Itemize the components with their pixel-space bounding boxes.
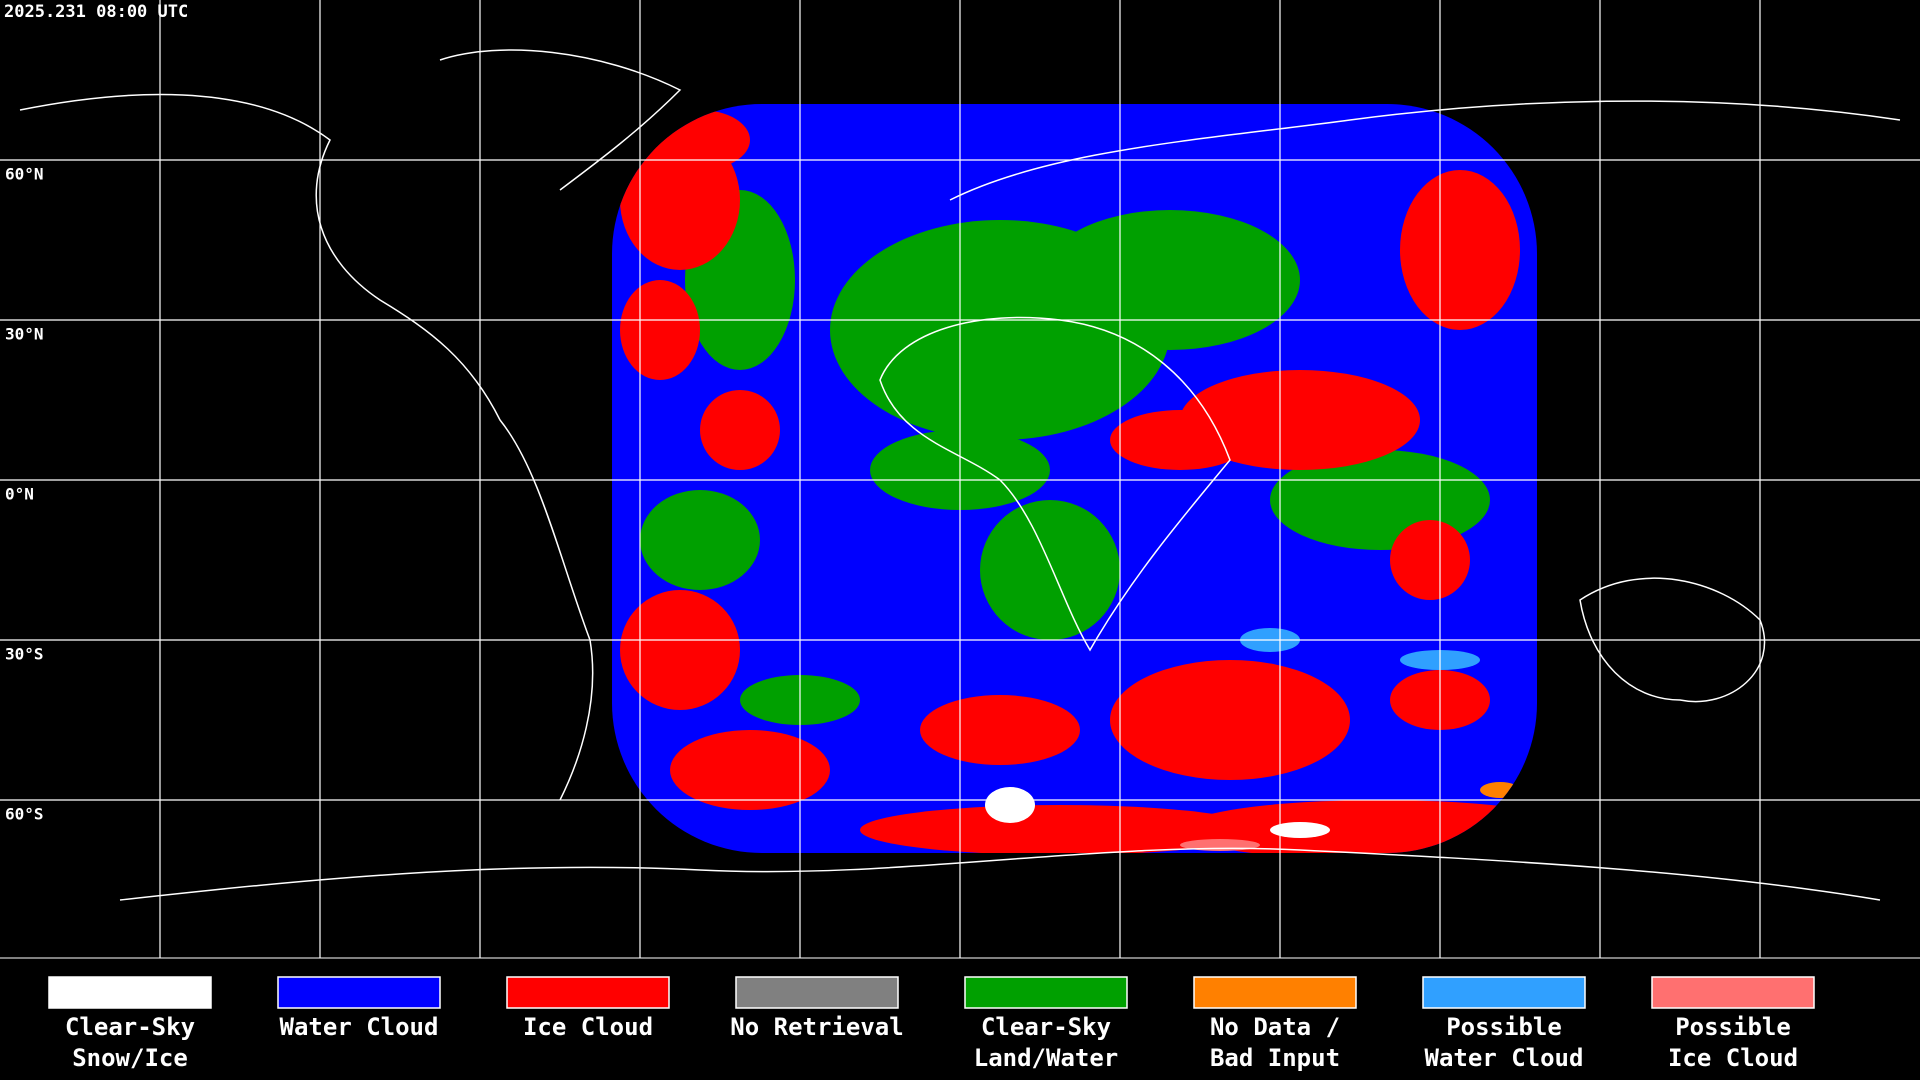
legend-swatch <box>277 976 441 1009</box>
legend-label: Land/Water <box>974 1044 1119 1072</box>
legend-label: Possible <box>1675 1013 1791 1041</box>
timestamp: 2025.231 08:00 UTC <box>4 2 188 22</box>
cloud-class-patch <box>1270 822 1330 838</box>
legend-swatch <box>1193 976 1357 1009</box>
legend-label: Ice Cloud <box>523 1013 653 1041</box>
legend-swatch <box>735 976 899 1009</box>
coastlines <box>19 49 1901 901</box>
legend-label: Snow/Ice <box>72 1044 188 1072</box>
legend-label: No Data / <box>1210 1013 1340 1041</box>
latitude-label: 60°N <box>5 165 44 184</box>
latitude-label: 30°N <box>5 325 44 344</box>
cloud-class-patch <box>620 280 700 380</box>
cloud-class-patch <box>1400 170 1520 330</box>
cloud-class-patch <box>1390 520 1470 600</box>
legend-label: Bad Input <box>1210 1044 1340 1072</box>
legend: Clear-Sky Snow/Ice Water Cloud Ice Cloud No … <box>48 976 1815 1072</box>
legend-swatch <box>506 976 670 1009</box>
legend-swatch <box>1422 976 1586 1009</box>
cloud-class-patch <box>1110 410 1250 470</box>
legend-label: Ice Cloud <box>1668 1044 1798 1072</box>
latitude-label: 0°N <box>5 485 34 504</box>
cloud-class-patch <box>985 787 1035 823</box>
legend-label: No Retrieval <box>730 1013 903 1041</box>
legend-swatch <box>48 976 212 1009</box>
legend-label: Water Cloud <box>280 1013 439 1041</box>
cloud-class-patch <box>640 490 760 590</box>
legend-label: Clear-Sky <box>65 1013 195 1041</box>
legend-label: Clear-Sky <box>981 1013 1111 1041</box>
legend-label: Possible <box>1446 1013 1562 1041</box>
latitude-label: 30°S <box>5 645 44 664</box>
cloud-class-patch <box>670 730 830 810</box>
graticule: 60°N 30°N 0°N 30°S 60°S <box>0 0 1920 958</box>
cloud-class-patch <box>980 500 1120 640</box>
cloud-class-patch <box>1110 660 1350 780</box>
latitude-label: 60°S <box>5 805 44 824</box>
legend-swatch <box>964 976 1128 1009</box>
cloud-class-patch <box>700 390 780 470</box>
legend-label: Water Cloud <box>1425 1044 1584 1072</box>
cloud-class-patch <box>1040 210 1300 350</box>
legend-swatch <box>1651 976 1815 1009</box>
cloud-class-patch <box>620 590 740 710</box>
cloud-class-patch <box>920 695 1080 765</box>
